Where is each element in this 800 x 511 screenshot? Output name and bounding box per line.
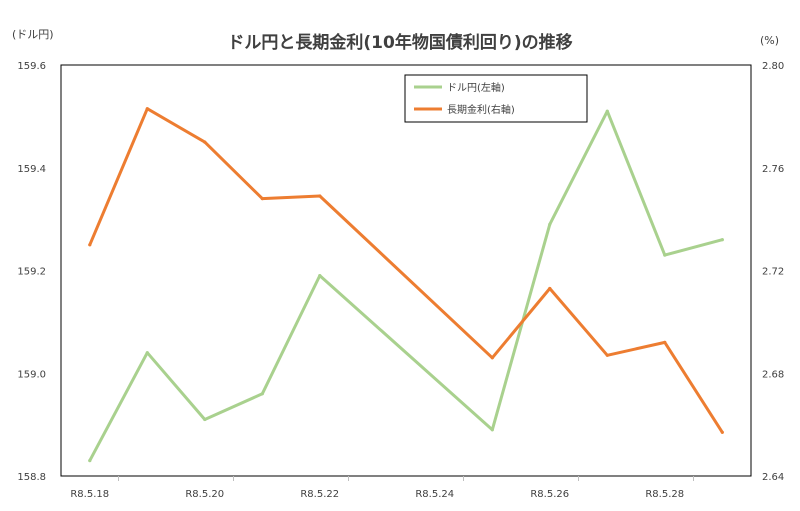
chart-title: ドル円と長期金利(10年物国債利回り)の推移	[227, 32, 572, 53]
right-axis-unit: (%)	[760, 34, 779, 47]
legend-box	[404, 74, 588, 123]
x-axis-tick-label: R8.5.20	[185, 489, 224, 500]
right-axis-tick-label: 2.68	[762, 369, 784, 380]
left-axis: 158.8 159.0 159.2 159.4 159.6	[17, 61, 46, 483]
x-axis-tick-label: R8.5.26	[530, 489, 569, 500]
long-term-rate-data-point	[203, 140, 207, 144]
long-term-rate-data-point	[605, 353, 609, 357]
plot-area	[60, 64, 752, 477]
dollar-yen-data-point	[318, 274, 322, 278]
dollar-yen-data-point	[720, 238, 724, 242]
long-term-rate-data-point	[145, 107, 149, 111]
long-term-rate-data-point	[663, 340, 667, 344]
dollar-yen-data-point	[490, 428, 494, 432]
dollar-yen-series-line	[88, 109, 724, 463]
dollar-yen-data-point	[145, 351, 149, 355]
left-axis-tick-label: 159.6	[17, 61, 46, 72]
dollar-yen-data-point	[605, 109, 609, 113]
dollar-yen-data-point	[203, 417, 207, 422]
long-term-rate-series-line	[88, 107, 724, 434]
right-axis: 2.64 2.68 2.72 2.76 2.80	[762, 61, 784, 483]
dollar-yen-data-point	[260, 392, 264, 396]
dollar-yen-data-point	[88, 459, 92, 463]
dollar-yen-data-point	[548, 222, 552, 226]
right-axis-tick-label: 2.64	[762, 472, 784, 483]
x-axis-tick-label: R8.5.28	[645, 489, 684, 500]
long-term-rate-data-point	[318, 194, 322, 198]
long-term-rate-data-point	[720, 430, 724, 434]
long-term-rate-data-point	[260, 197, 264, 201]
right-axis-tick-label: 2.80	[762, 61, 784, 72]
x-axis-tick-label: R8.5.18	[70, 489, 109, 500]
left-axis-tick-label: 159.0	[17, 369, 46, 380]
legend: ドル円(左軸) 長期金利(右軸)	[404, 74, 588, 123]
left-axis-unit: (ドル円)	[12, 28, 54, 41]
right-axis-tick-label: 2.72	[762, 267, 784, 278]
right-axis-tick-label: 2.76	[762, 164, 784, 175]
long-term-rate-data-point	[490, 356, 494, 360]
left-axis-tick-label: 159.2	[17, 267, 46, 278]
long-term-rate-data-point	[88, 243, 92, 247]
left-axis-tick-label: 159.4	[17, 164, 46, 175]
series-layer	[88, 107, 724, 463]
x-axis-tick-label: R8.5.24	[415, 489, 454, 500]
long-term-rate-data-point	[548, 286, 552, 291]
legend-label-long-term-rate: 長期金利(右軸)	[447, 103, 515, 116]
legend-label-dollar-yen: ドル円(左軸)	[447, 81, 505, 94]
x-axis: R8.5.18 R8.5.20 R8.5.22 R8.5.24 R8.5.26 R8.5.…	[70, 476, 694, 500]
dollar-yen-data-point	[663, 253, 667, 257]
left-axis-tick-label: 158.8	[17, 472, 46, 483]
x-axis-tick-label: R8.5.22	[300, 489, 339, 500]
